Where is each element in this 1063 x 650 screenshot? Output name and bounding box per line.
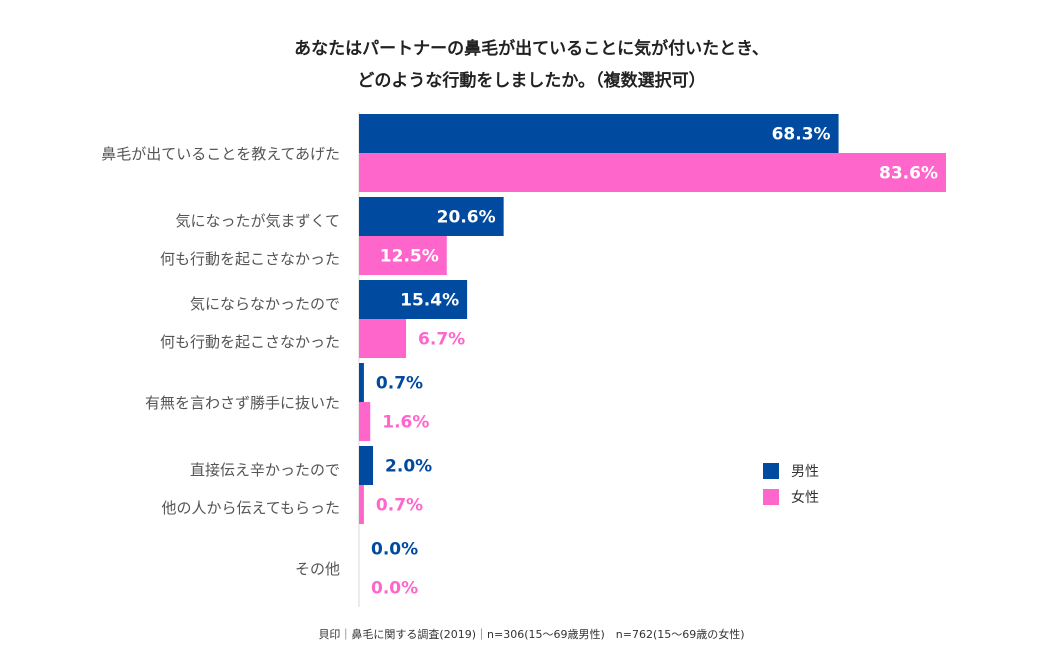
category-label: 他の人から伝えてもらった: [161, 499, 340, 517]
category-label: 何も行動を起こさなかった: [160, 250, 340, 268]
bar-female: [359, 402, 371, 441]
bar-female: [359, 485, 364, 524]
bar-male: [359, 197, 504, 236]
bar-female: [359, 236, 447, 275]
data-label: 6.7%: [418, 330, 465, 350]
bar-male: [359, 114, 839, 153]
category-label: 何も行動を起こさなかった: [160, 333, 340, 351]
data-label: 1.6%: [382, 413, 429, 433]
chart-title-line2: どのような行動をしましたか。（複数選択可）: [357, 71, 706, 91]
bar-female: [359, 153, 946, 192]
category-label: 直接伝え辛かったので: [190, 461, 340, 479]
data-label: 15.4%: [400, 291, 459, 311]
data-label: 0.0%: [371, 540, 418, 560]
category-label: 有無を言わさず勝手に抜いた: [145, 394, 340, 412]
category-label: 気にならなかったので: [190, 295, 340, 313]
category-label: その他: [295, 560, 340, 578]
legend-swatch-female: [763, 489, 779, 505]
data-label: 20.6%: [437, 208, 496, 228]
legend-label-female: 女性: [791, 490, 819, 506]
legend-item-male: 男性: [763, 461, 819, 481]
data-label: 83.6%: [879, 164, 938, 184]
data-label: 0.0%: [371, 579, 418, 599]
data-label: 12.5%: [380, 247, 439, 267]
legend-item-female: 女性: [763, 487, 819, 507]
category-label: 気になったが気まずくて: [175, 212, 340, 230]
source-note: 貝印｜鼻毛に関する調査(2019)｜n=306(15～69歳男性) n=762(…: [318, 628, 745, 641]
bar-chart: 鼻毛が出ていることを教えてあげた 68.3% 83.6% 気になったが気まずくて何も行…: [101, 112, 946, 607]
bar-male: [359, 280, 468, 319]
bar-male: [359, 446, 374, 485]
legend-label-male: 男性: [791, 464, 819, 480]
data-label: 0.7%: [376, 496, 423, 516]
data-label: 0.7%: [376, 374, 423, 394]
legend-swatch-male: [763, 463, 779, 479]
bar-female: [359, 319, 407, 358]
category-label: 鼻毛が出ていることを教えてあげた: [101, 145, 340, 163]
data-label: 2.0%: [385, 457, 432, 477]
data-label: 68.3%: [772, 125, 831, 145]
chart-title-line1: あなたはパートナーの鼻毛が出ていることに気が付いたとき、: [294, 39, 769, 59]
bar-male: [359, 363, 364, 402]
